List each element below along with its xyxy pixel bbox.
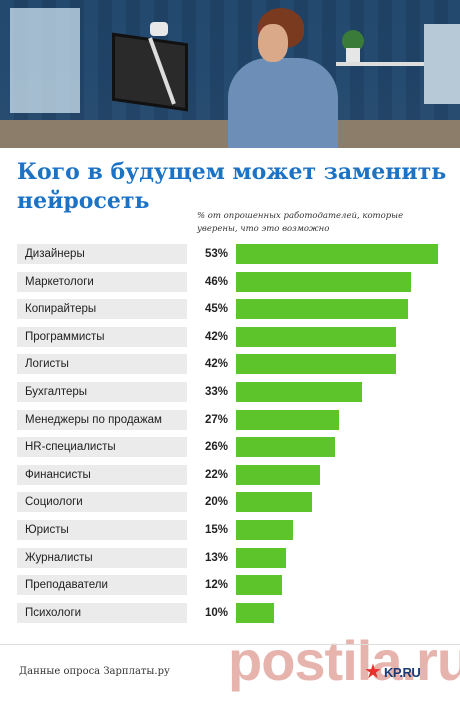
value-label: 20% bbox=[204, 496, 228, 508]
bar bbox=[236, 327, 396, 347]
category-label: Программисты bbox=[17, 327, 187, 347]
category-label: Журналисты bbox=[17, 548, 187, 568]
category-label: Преподаватели bbox=[17, 575, 187, 595]
category-label: Маркетологи bbox=[17, 272, 187, 292]
value-label: 42% bbox=[204, 331, 228, 343]
bar bbox=[236, 299, 408, 319]
category-label: Социологи bbox=[17, 492, 187, 512]
bar bbox=[236, 465, 320, 485]
bar bbox=[236, 410, 339, 430]
value-label: 42% bbox=[204, 358, 228, 370]
bar bbox=[236, 272, 411, 292]
value-label: 12% bbox=[204, 579, 228, 591]
value-label: 10% bbox=[204, 607, 228, 619]
footer-divider bbox=[0, 644, 460, 645]
bar bbox=[236, 244, 438, 264]
star-icon: ★ bbox=[364, 661, 382, 683]
bar bbox=[236, 437, 335, 457]
category-label: Копирайтеры bbox=[17, 299, 187, 319]
category-label: Юристы bbox=[17, 520, 187, 540]
value-label: 26% bbox=[204, 441, 228, 453]
bar bbox=[236, 575, 282, 595]
category-label: Финансисты bbox=[17, 465, 187, 485]
value-label: 13% bbox=[204, 552, 228, 564]
category-label: Психологи bbox=[17, 603, 187, 623]
category-label: Бухгалтеры bbox=[17, 382, 187, 402]
category-label: Логисты bbox=[17, 354, 187, 374]
header-photo bbox=[0, 0, 460, 148]
value-label: 45% bbox=[204, 303, 228, 315]
kp-logo: ★ KP.RU bbox=[364, 662, 444, 684]
value-label: 27% bbox=[204, 414, 228, 426]
bar bbox=[236, 382, 362, 402]
bar bbox=[236, 354, 396, 374]
bar bbox=[236, 492, 312, 512]
logo-text: KP.RU bbox=[384, 665, 421, 680]
category-label: Дизайнеры bbox=[17, 244, 187, 264]
value-label: 33% bbox=[204, 386, 228, 398]
category-label: Менеджеры по продажам bbox=[17, 410, 187, 430]
value-label: 53% bbox=[204, 248, 228, 260]
value-label: 15% bbox=[204, 524, 228, 536]
source-note: Данные опроса Зарплаты.ру bbox=[19, 666, 170, 677]
bar bbox=[236, 603, 274, 623]
value-label: 22% bbox=[204, 469, 228, 481]
bar bbox=[236, 520, 293, 540]
chart-subtitle: % от опрошенных работодателей, которые у… bbox=[197, 211, 404, 234]
watermark: postila.ru bbox=[228, 629, 460, 692]
chart-title: Кого в будущем может заменить нейросеть bbox=[17, 159, 447, 214]
value-label: 46% bbox=[204, 276, 228, 288]
bar bbox=[236, 548, 286, 568]
category-label: HR-специалисты bbox=[17, 437, 187, 457]
